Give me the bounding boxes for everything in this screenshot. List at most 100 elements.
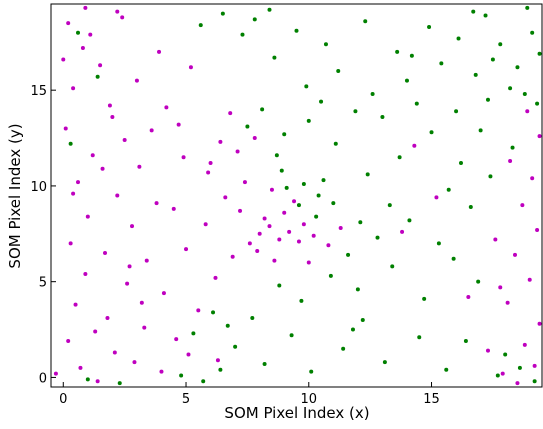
point	[139, 300, 144, 305]
point	[68, 241, 73, 246]
point	[218, 139, 223, 144]
point	[454, 109, 459, 114]
point	[490, 57, 495, 62]
point	[365, 172, 370, 177]
point	[353, 109, 358, 114]
point	[476, 279, 481, 284]
point	[223, 195, 228, 200]
point	[535, 101, 540, 106]
x-tick-label: 0	[59, 392, 67, 407]
point	[525, 109, 530, 114]
point	[238, 208, 243, 213]
point	[174, 337, 179, 342]
point	[387, 203, 392, 208]
point	[282, 210, 287, 215]
point	[434, 195, 439, 200]
point	[522, 92, 527, 97]
point	[198, 23, 203, 28]
point	[422, 296, 427, 301]
point	[346, 252, 351, 257]
point	[417, 335, 422, 340]
point	[88, 32, 93, 37]
point	[247, 241, 252, 246]
point	[115, 9, 120, 14]
point	[446, 187, 451, 192]
point	[274, 153, 279, 158]
point	[471, 9, 476, 14]
point	[304, 84, 309, 89]
point	[292, 199, 297, 204]
point	[117, 381, 122, 386]
point	[161, 291, 166, 296]
point	[488, 174, 493, 179]
point	[260, 107, 265, 112]
point	[380, 114, 385, 119]
point	[296, 203, 301, 208]
point	[66, 339, 71, 344]
point	[279, 168, 284, 173]
y-tick-label: 10	[30, 180, 47, 195]
point	[125, 281, 130, 286]
point	[105, 316, 110, 321]
point	[451, 256, 456, 261]
point	[316, 193, 321, 198]
point	[333, 141, 338, 146]
point	[404, 78, 409, 83]
point	[203, 222, 208, 227]
point	[498, 42, 503, 47]
point	[530, 176, 535, 181]
point	[272, 55, 277, 60]
point	[206, 170, 211, 175]
y-tick-label: 15	[30, 84, 47, 99]
point	[132, 360, 137, 365]
point	[299, 298, 304, 303]
point	[78, 365, 83, 370]
point	[444, 367, 449, 372]
point	[463, 339, 468, 344]
point	[498, 285, 503, 290]
point	[537, 321, 542, 326]
point	[272, 258, 277, 263]
x-tick-label: 15	[423, 392, 440, 407]
x-axis-label: SOM Pixel Index (x)	[224, 404, 369, 422]
point	[142, 325, 147, 330]
point	[63, 126, 68, 131]
point	[287, 229, 292, 234]
point	[319, 99, 324, 104]
point	[478, 128, 483, 133]
point	[530, 30, 535, 35]
point	[338, 226, 343, 231]
point	[532, 363, 537, 368]
point	[495, 373, 500, 378]
point	[100, 166, 105, 171]
point	[458, 160, 463, 165]
point	[517, 365, 522, 370]
point	[429, 130, 434, 135]
point	[341, 346, 346, 351]
point	[95, 379, 100, 384]
point	[164, 105, 169, 110]
point	[250, 316, 255, 321]
point	[282, 132, 287, 137]
point	[296, 239, 301, 244]
point	[154, 201, 159, 206]
point	[321, 178, 326, 183]
point	[520, 203, 525, 208]
point	[328, 273, 333, 278]
point	[503, 352, 508, 357]
point	[179, 373, 184, 378]
point	[301, 182, 306, 187]
point	[508, 86, 513, 91]
x-tick-label: 10	[301, 392, 318, 407]
point	[485, 348, 490, 353]
point	[213, 275, 218, 280]
point	[532, 379, 537, 384]
point	[184, 247, 189, 252]
point	[181, 155, 186, 160]
point	[522, 342, 527, 347]
point	[255, 249, 260, 254]
point	[382, 360, 387, 365]
point	[71, 191, 76, 196]
point	[360, 317, 365, 322]
point	[363, 19, 368, 24]
